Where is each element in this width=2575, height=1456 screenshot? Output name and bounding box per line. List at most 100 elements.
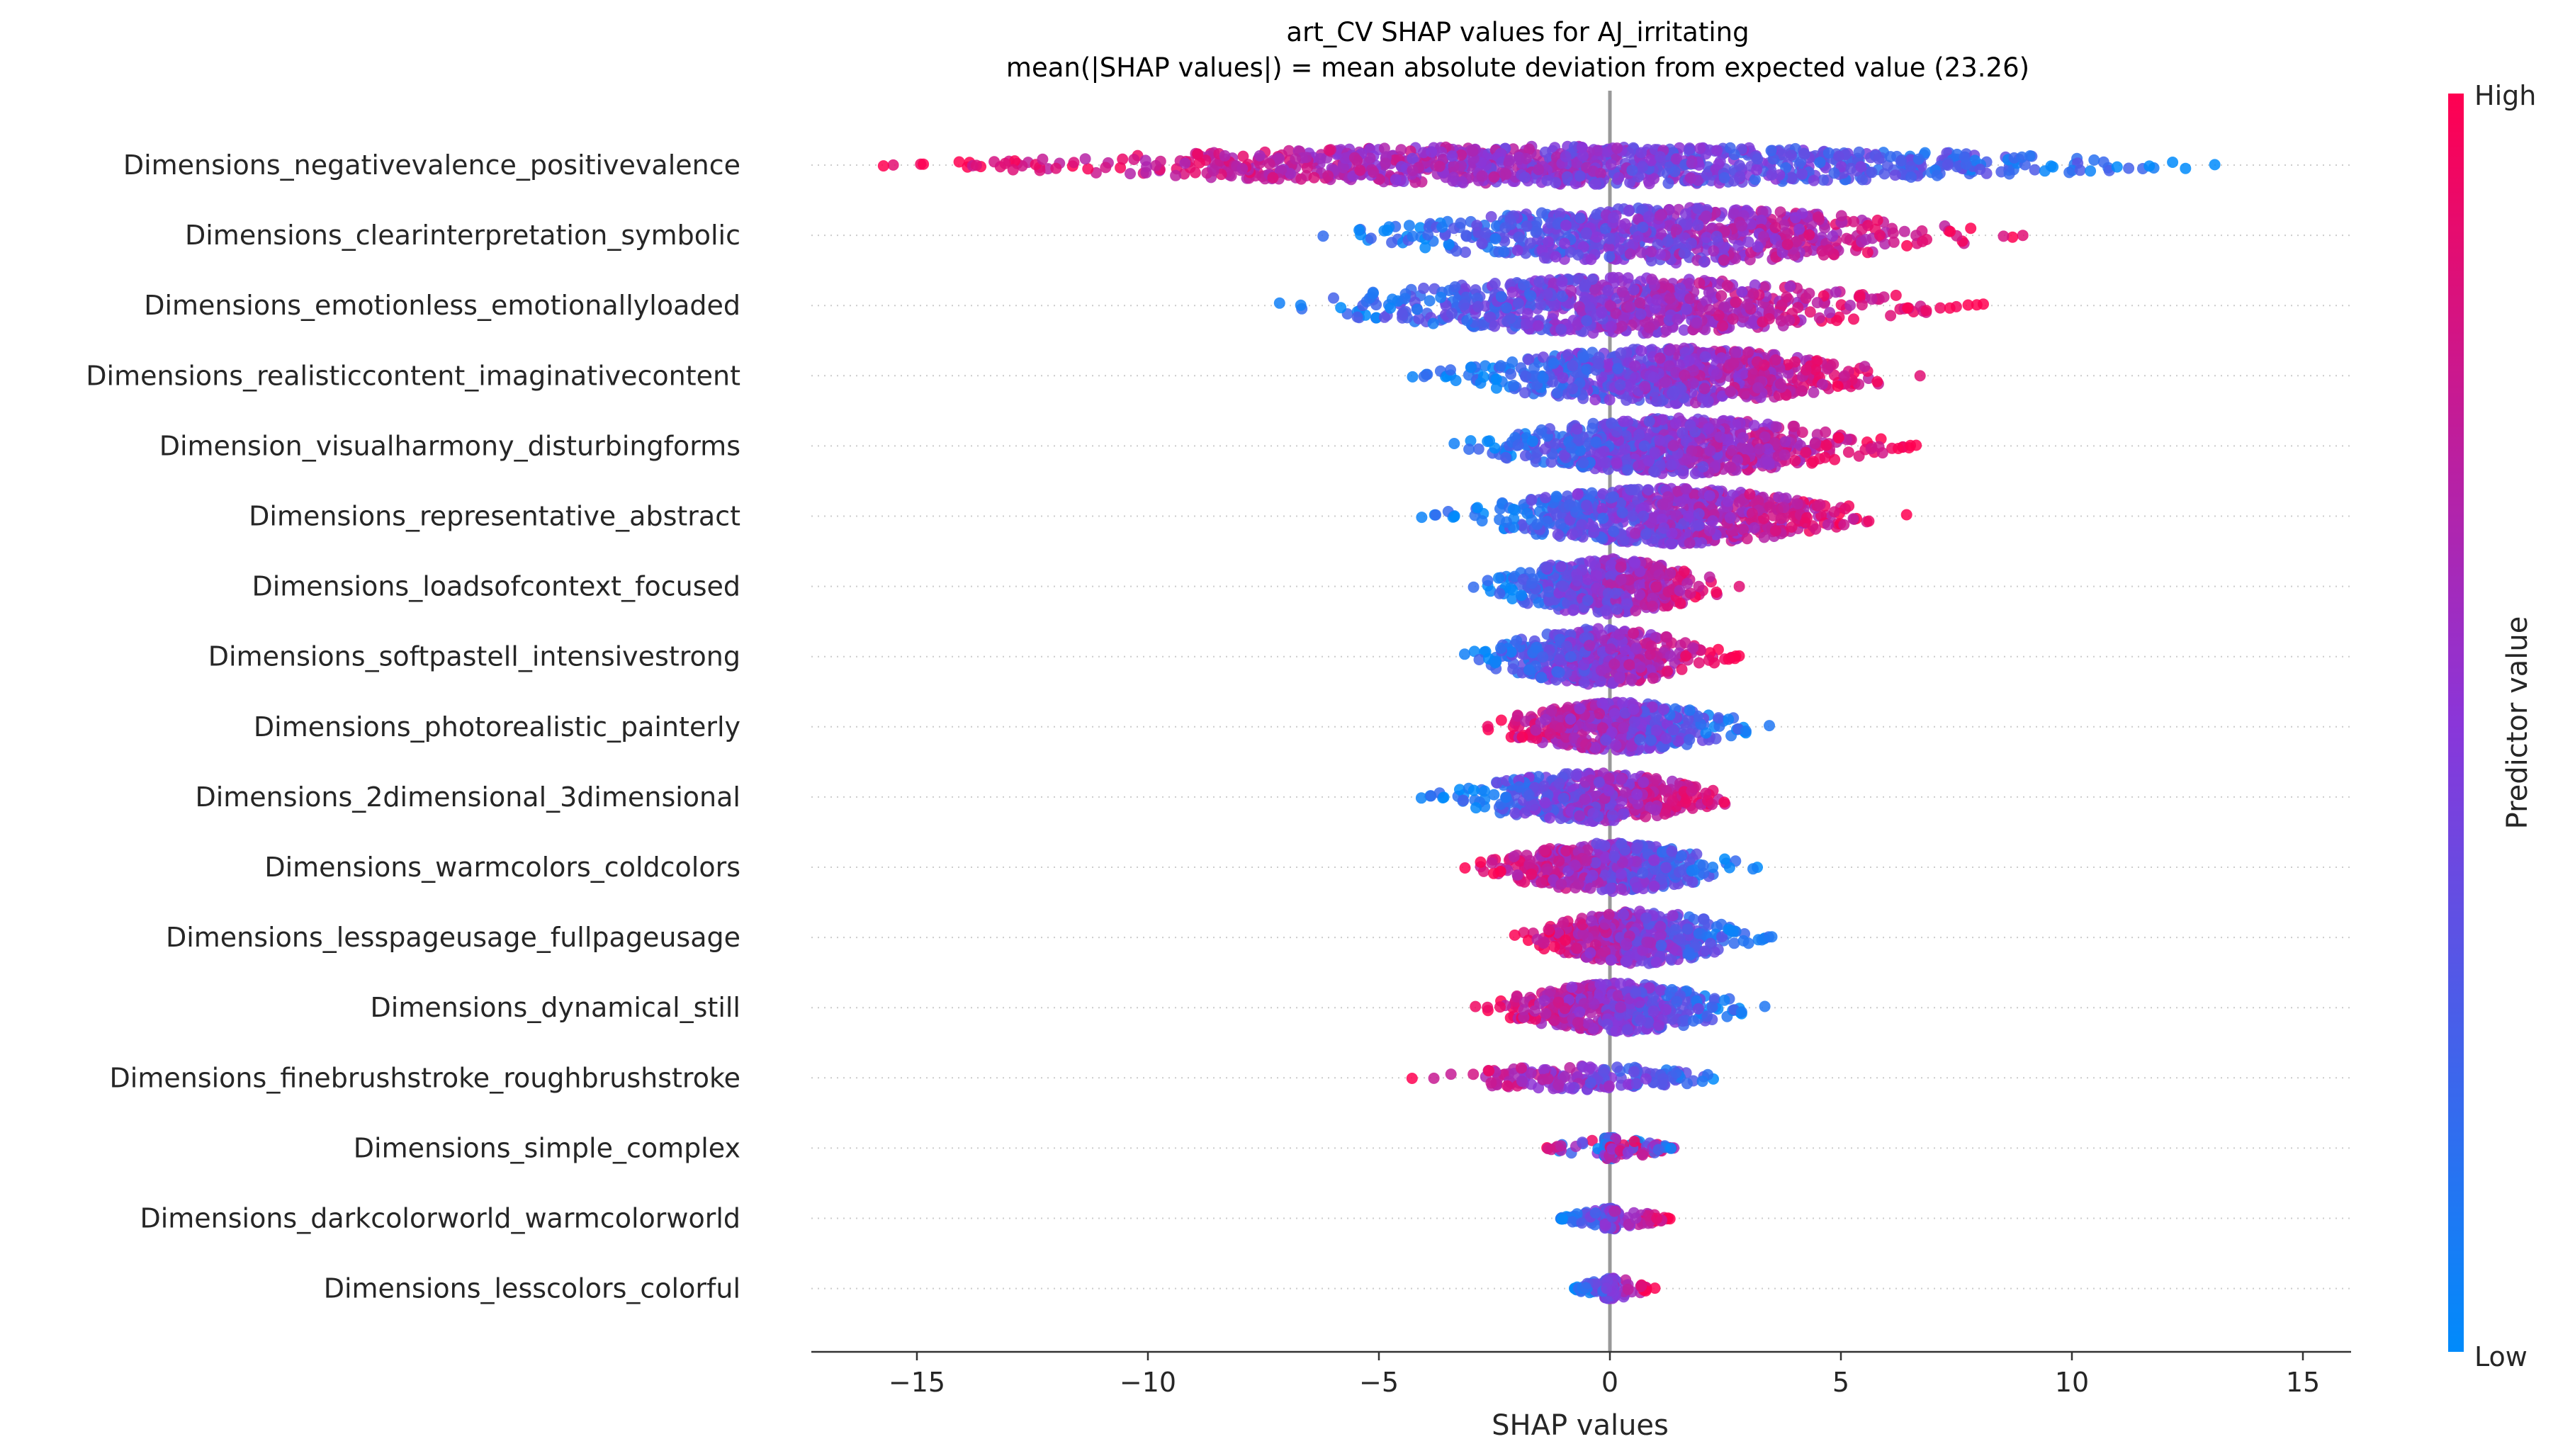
shap-point [1591, 145, 1604, 157]
shap-point [1648, 465, 1660, 478]
shap-point [1455, 218, 1467, 229]
shap-point [1752, 153, 1764, 165]
shap-point [1914, 370, 1926, 382]
shap-point [1643, 455, 1655, 467]
shap-point [1714, 431, 1726, 443]
shap-point [1407, 152, 1419, 164]
shap-point [1139, 154, 1151, 167]
shap-point [1506, 286, 1518, 298]
shap-point [1835, 210, 1847, 222]
shap-point [1273, 152, 1285, 164]
shap-point [1489, 320, 1501, 332]
shap-point [1140, 167, 1152, 179]
feature-points [1467, 553, 1745, 620]
shap-point [2003, 168, 2015, 180]
shap-point [1572, 575, 1584, 587]
shap-point [1885, 310, 1897, 322]
shap-point [1702, 395, 1714, 407]
shap-point [1467, 145, 1479, 157]
shap-point [1829, 453, 1841, 465]
shap-point [1512, 298, 1524, 310]
shap-point [1495, 290, 1507, 303]
shap-point [1540, 561, 1552, 573]
shap-point [1645, 246, 1657, 258]
shap-point [1732, 239, 1745, 252]
shap-point [1587, 165, 1599, 177]
shap-point [1855, 161, 1867, 173]
shap-point [1730, 296, 1742, 308]
shap-point [1494, 360, 1506, 372]
shap-point [1634, 297, 1646, 309]
shap-point [1572, 273, 1584, 285]
shap-point [1591, 231, 1603, 243]
shap-point [1866, 167, 1878, 179]
shap-point [1711, 368, 1723, 380]
shap-point [1622, 415, 1634, 427]
shap-point [1365, 232, 1377, 244]
shap-point [1920, 305, 1932, 317]
shap-point [1526, 577, 1538, 589]
shap-point [1796, 168, 1808, 180]
shap-point [1696, 537, 1708, 549]
shap-point [1856, 223, 1868, 235]
shap-point [1707, 515, 1719, 527]
shap-point [1571, 423, 1583, 435]
shap-point [1538, 252, 1550, 264]
shap-point [1885, 151, 1896, 163]
shap-point [1068, 157, 1080, 169]
shap-point [1436, 221, 1448, 233]
shap-point [1813, 312, 1825, 324]
shap-point [1748, 522, 1760, 534]
shap-point [1822, 519, 1834, 531]
shap-point [1655, 249, 1667, 260]
shap-point [1378, 225, 1390, 237]
shap-point [1848, 215, 1860, 227]
shap-point [1703, 490, 1715, 502]
shap-point [1556, 276, 1568, 288]
shap-point [1793, 223, 1805, 235]
shap-point [1605, 159, 1617, 171]
shap-point [1500, 168, 1512, 180]
shap-point [1637, 221, 1649, 233]
shap-point [1898, 225, 1910, 237]
shap-point [1521, 507, 1533, 519]
shap-point [1385, 302, 1397, 314]
shap-point [1629, 527, 1641, 539]
shap-point [1560, 150, 1572, 162]
shap-point [1856, 236, 1868, 248]
shap-point [1871, 376, 1883, 388]
shap-point [1518, 279, 1529, 290]
shap-point [1615, 347, 1627, 359]
shap-point [1873, 153, 1885, 165]
shap-point [1657, 414, 1668, 426]
shap-point [1465, 361, 1477, 373]
shap-point [1364, 152, 1376, 164]
shap-point [999, 157, 1011, 169]
shap-point [1866, 293, 1878, 305]
shap-point [2074, 164, 2086, 176]
shap-point [1591, 208, 1603, 220]
shap-point [1463, 444, 1475, 455]
shap-point [2180, 162, 2192, 174]
shap-point [1801, 512, 1813, 524]
shap-point [1498, 246, 1510, 258]
shap-point [1602, 284, 1614, 296]
shap-point [1523, 143, 1536, 155]
shap-point [1687, 377, 1699, 389]
shap-point [1754, 443, 1766, 455]
shap-point [1448, 511, 1460, 523]
shap-point [1485, 210, 1497, 222]
shap-point [1397, 309, 1409, 321]
shap-point [1658, 522, 1670, 534]
shap-point [1607, 271, 1619, 283]
shap-point [1734, 417, 1746, 429]
shap-point [1007, 164, 1019, 176]
shap-point [1810, 523, 1822, 535]
shap-point [1597, 512, 1609, 524]
shap-point [1672, 313, 1684, 325]
shap-point [1752, 241, 1764, 253]
shap-point [1733, 159, 1745, 171]
shap-point [1820, 426, 1832, 438]
shap-point [1901, 239, 1913, 252]
